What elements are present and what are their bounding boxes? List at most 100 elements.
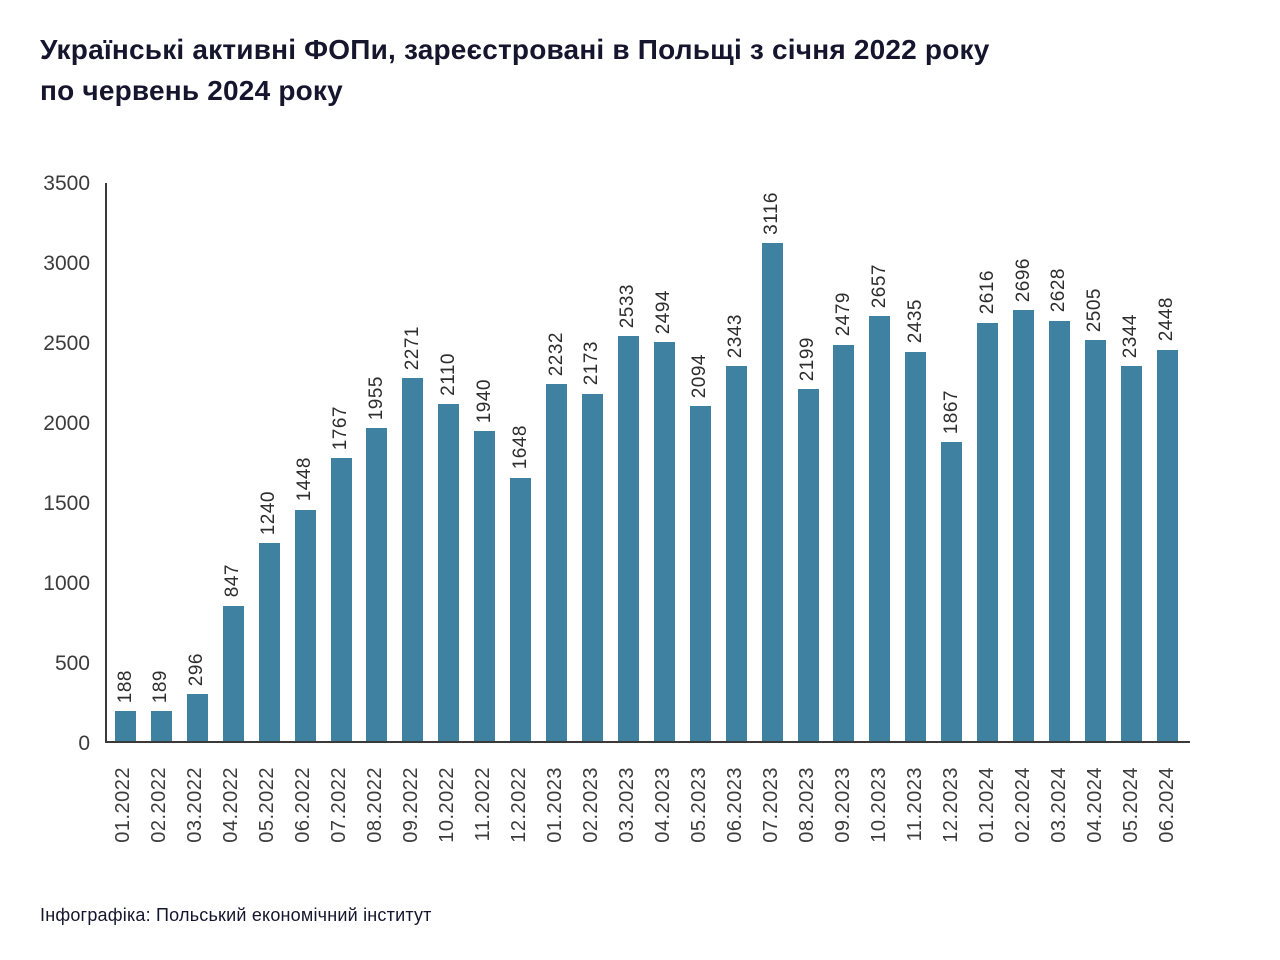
bar-value-label: 2173 bbox=[581, 341, 603, 386]
bar bbox=[438, 403, 460, 742]
x-tick-label: 05.2023 bbox=[688, 767, 710, 843]
bar-slot: 2232 bbox=[546, 183, 568, 742]
bar-slot: 2505 bbox=[1084, 183, 1106, 742]
x-tick-label: 07.2022 bbox=[328, 767, 350, 843]
x-tick-label: 06.2022 bbox=[292, 767, 314, 843]
bar-value-wrap: 2696 bbox=[1013, 258, 1034, 302]
bar-slot: 2616 bbox=[977, 183, 999, 742]
x-tick-slot: 03.2023 bbox=[616, 767, 638, 871]
bar-value-label: 1648 bbox=[509, 425, 531, 470]
bar-value-wrap: 1940 bbox=[474, 379, 495, 423]
bar-value-label: 1767 bbox=[330, 406, 352, 451]
x-tick-label: 11.2022 bbox=[472, 767, 494, 842]
bar-slot: 2110 bbox=[438, 183, 460, 742]
x-tick-slot: 11.2023 bbox=[904, 767, 926, 871]
bar bbox=[689, 406, 711, 742]
bar-slot: 2435 bbox=[905, 183, 927, 742]
y-tick-label: 500 bbox=[54, 652, 90, 676]
bar-slot: 2657 bbox=[869, 183, 891, 742]
x-tick-label: 04.2023 bbox=[652, 767, 674, 843]
bar-value-wrap: 2533 bbox=[617, 283, 639, 328]
bar-slot: 2448 bbox=[1156, 183, 1178, 742]
bar-slot: 1867 bbox=[941, 183, 963, 742]
bar-slot: 2199 bbox=[797, 183, 819, 742]
bar bbox=[761, 242, 783, 742]
x-tick-slot: 06.2023 bbox=[724, 767, 746, 871]
bar-value-label: 2448 bbox=[1156, 297, 1178, 342]
bar-value-label: 2110 bbox=[437, 352, 459, 396]
bar bbox=[186, 693, 208, 742]
source-credit: Інфографіка: Польський економічний інсти… bbox=[40, 905, 432, 926]
bar bbox=[725, 366, 747, 742]
bar bbox=[115, 711, 136, 742]
bar-slot: 1648 bbox=[509, 183, 532, 742]
x-tick-slot: 12.2022 bbox=[508, 767, 530, 871]
bar-value-label: 2616 bbox=[976, 270, 998, 315]
bar-value-label: 2199 bbox=[797, 337, 819, 382]
bar-value-label: 296 bbox=[186, 652, 208, 686]
x-tick-label: 02.2024 bbox=[1012, 767, 1034, 843]
bar-slot: 2173 bbox=[581, 183, 603, 742]
x-tick-slot: 02.2022 bbox=[148, 767, 170, 871]
y-tick-label: 3000 bbox=[43, 252, 90, 276]
bar bbox=[653, 342, 675, 742]
bar-value-wrap: 847 bbox=[222, 564, 244, 597]
y-tick-label: 2000 bbox=[43, 412, 90, 436]
bar-value-wrap: 2479 bbox=[833, 292, 854, 336]
x-tick-label: 08.2023 bbox=[796, 767, 818, 843]
y-tick-label: 1500 bbox=[43, 492, 90, 516]
x-tick-slot: 04.2022 bbox=[220, 767, 242, 871]
bar-value-wrap: 2199 bbox=[797, 337, 819, 382]
bar bbox=[617, 335, 639, 742]
bar-slot: 2494 bbox=[653, 183, 675, 742]
x-tick-label: 08.2022 bbox=[364, 767, 386, 843]
bar bbox=[1048, 320, 1070, 742]
chart-title: Українські активні ФОПи, зареєстровані в… bbox=[40, 30, 1240, 111]
bar-value-wrap: 2628 bbox=[1048, 268, 1070, 312]
x-tick-slot: 04.2024 bbox=[1084, 767, 1106, 871]
bar bbox=[977, 322, 999, 742]
bar-value-wrap: 1867 bbox=[941, 390, 962, 434]
bar-slot: 1955 bbox=[366, 183, 388, 742]
x-tick-slot: 03.2022 bbox=[184, 767, 206, 871]
bar-slot: 1767 bbox=[330, 183, 352, 742]
x-tick-label: 02.2023 bbox=[580, 767, 602, 843]
x-tick-slot: 07.2022 bbox=[328, 767, 350, 871]
bar-slot: 2696 bbox=[1013, 183, 1035, 742]
x-tick-label: 01.2024 bbox=[976, 767, 998, 843]
bar-value-wrap: 2110 bbox=[438, 353, 459, 396]
bar-value-wrap: 2232 bbox=[546, 332, 567, 376]
x-tick-slot: 03.2024 bbox=[1048, 767, 1070, 871]
x-tick-label: 05.2022 bbox=[256, 767, 278, 843]
bar bbox=[330, 458, 352, 742]
x-tick-slot: 01.2022 bbox=[112, 767, 134, 871]
chart-title-line-1: Українські активні ФОПи, зареєстровані в… bbox=[40, 34, 990, 65]
x-tick-label: 01.2022 bbox=[112, 767, 134, 843]
x-tick-label: 01.2023 bbox=[544, 767, 566, 843]
bar-value-wrap: 2505 bbox=[1084, 288, 1106, 332]
x-tick-slot: 12.2023 bbox=[940, 767, 962, 871]
bar-value-wrap: 2616 bbox=[977, 270, 998, 314]
bar-value-wrap: 2494 bbox=[653, 290, 675, 334]
x-tick-slot: 11.2022 bbox=[472, 767, 494, 871]
x-tick-label: 03.2024 bbox=[1048, 767, 1070, 843]
x-tick-label: 12.2023 bbox=[940, 767, 962, 843]
bar-chart: 0 500 1000 1500 2000 2500 3000 3500 188 189 296 84… bbox=[40, 173, 1240, 871]
x-tick-slot: 04.2023 bbox=[652, 767, 674, 871]
x-tick-label: 05.2024 bbox=[1120, 767, 1142, 843]
bar-value-label: 1240 bbox=[258, 490, 280, 535]
bar-value-label: 2533 bbox=[617, 283, 639, 328]
x-tick-label: 07.2023 bbox=[760, 767, 782, 843]
x-tick-label: 12.2022 bbox=[508, 767, 530, 843]
x-tick-label: 06.2023 bbox=[724, 767, 746, 843]
bar-value-label: 189 bbox=[150, 669, 172, 703]
bar bbox=[546, 384, 568, 742]
bar-slot: 2479 bbox=[833, 183, 855, 742]
bar-value-wrap: 2657 bbox=[869, 264, 890, 308]
x-tick-label: 03.2022 bbox=[184, 767, 206, 843]
y-tick-label: 0 bbox=[78, 732, 90, 756]
x-tick-label: 09.2022 bbox=[400, 767, 422, 843]
bar bbox=[1013, 309, 1035, 742]
x-tick-slot: 05.2022 bbox=[256, 767, 278, 871]
bar-value-label: 188 bbox=[114, 669, 136, 704]
